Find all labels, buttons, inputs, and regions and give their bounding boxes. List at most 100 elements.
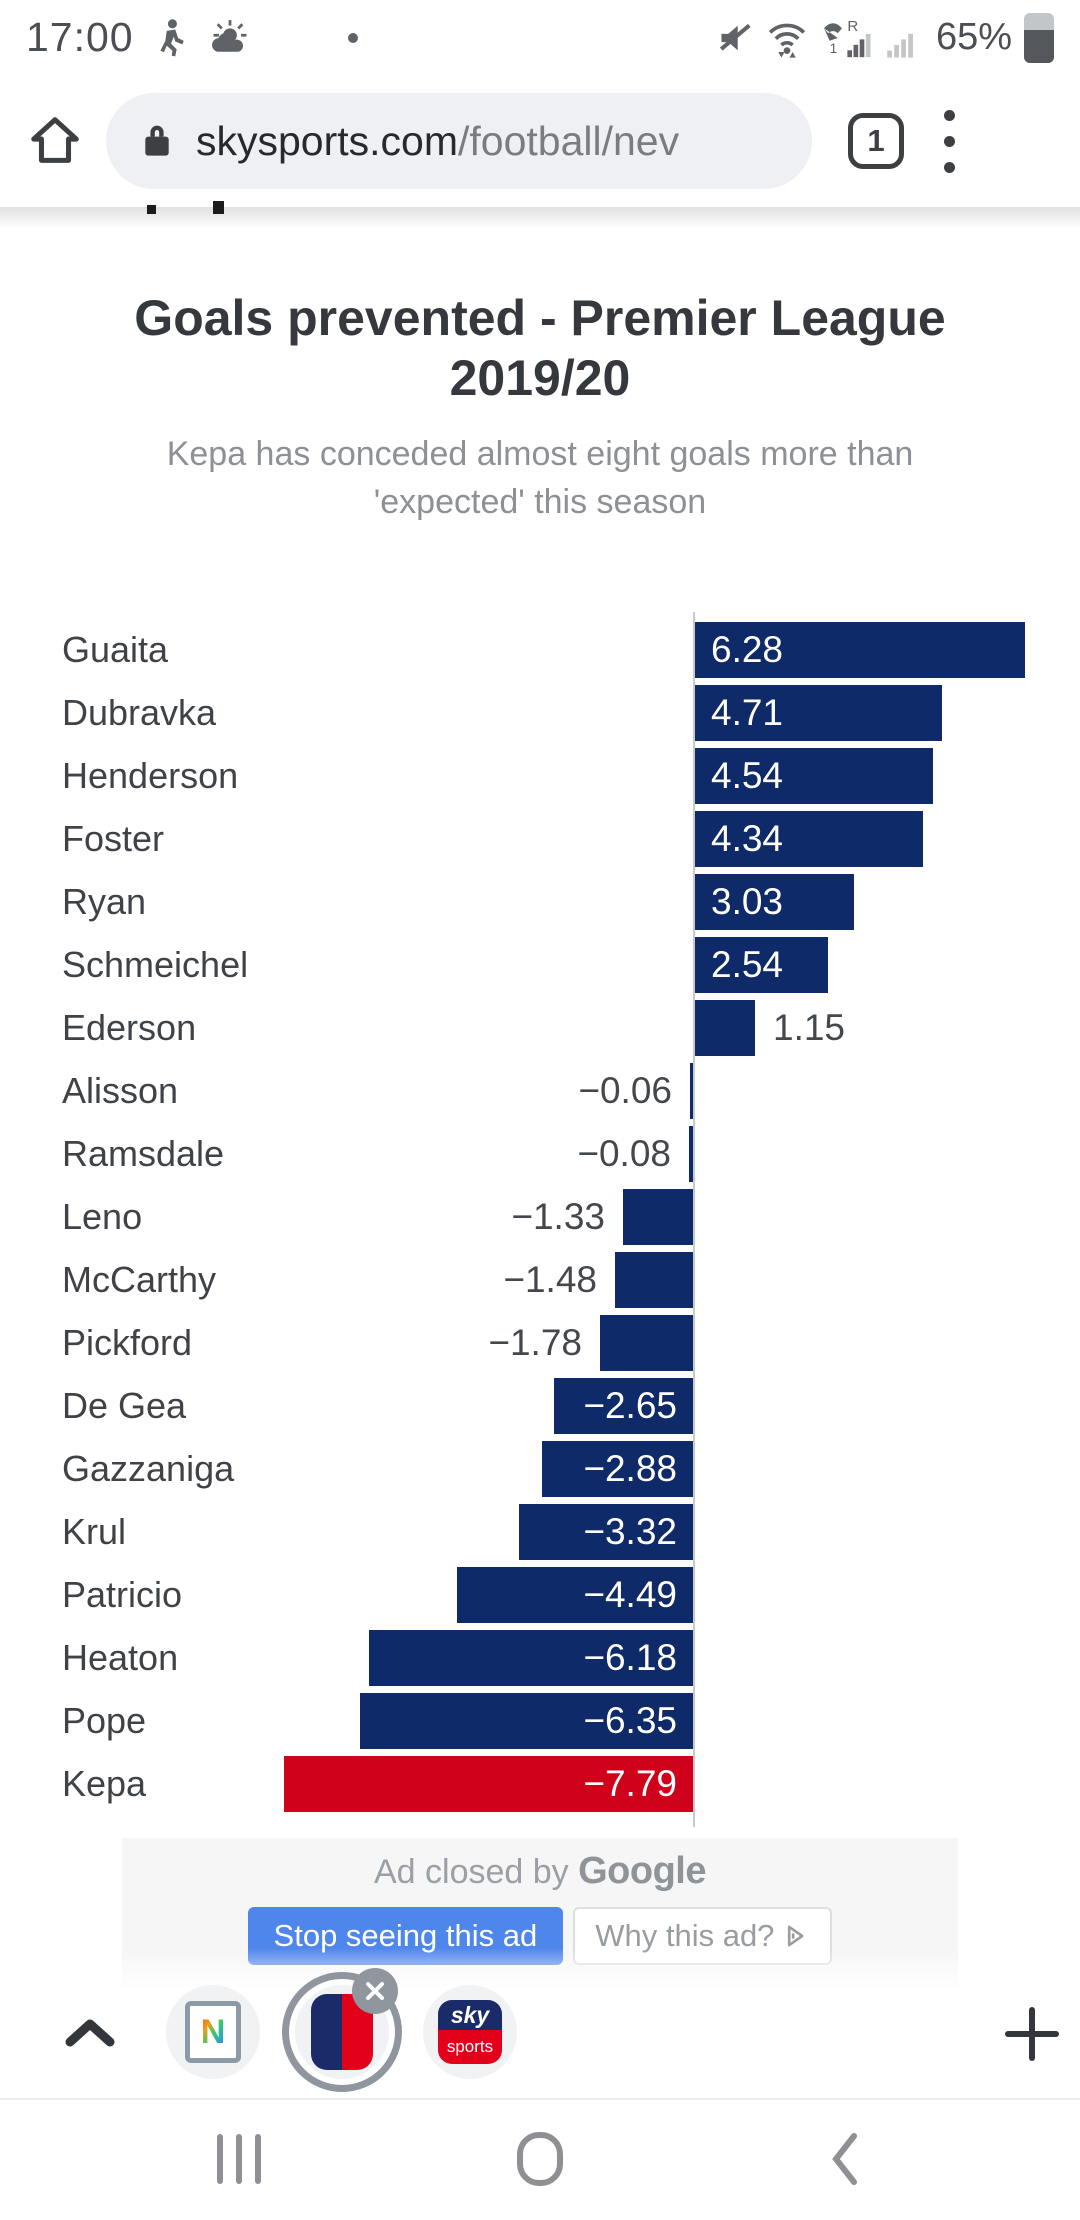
value-label: −6.35 <box>583 1700 677 1741</box>
goals-prevented-chart: Guaita 6.28 Dubravka 4.71 Henderson 4.54 Foste… <box>0 612 1080 1827</box>
category-label: Ederson <box>62 1007 197 1048</box>
walking-person-icon <box>154 18 188 58</box>
chart-row-alisson: Alisson −0.06 <box>0 1063 1080 1119</box>
close-icon <box>366 1982 384 2000</box>
value-label: 6.28 <box>711 629 784 670</box>
value-label: 3.03 <box>711 881 784 922</box>
bar <box>369 1630 693 1686</box>
sky-sports-logo: sky sports <box>438 2000 502 2064</box>
address-bar[interactable]: skysports.com/football/nev <box>106 93 812 189</box>
battery-percent: 65% <box>935 16 1012 58</box>
value-label: −0.06 <box>578 1070 672 1111</box>
category-label: De Gea <box>62 1385 187 1426</box>
chart-row-ederson: Ederson 1.15 <box>0 1000 1080 1056</box>
bar <box>695 937 828 993</box>
bar <box>554 1378 693 1434</box>
bar <box>542 1441 693 1497</box>
ad-closed-text: Ad closed by Google <box>122 1850 958 1893</box>
category-label: Alisson <box>62 1070 179 1111</box>
category-label: Ramsdale <box>62 1133 225 1174</box>
chart-row-henderson: Henderson 4.54 <box>0 748 1080 804</box>
android-nav-bar <box>0 2098 1080 2220</box>
value-label: 4.34 <box>711 818 784 859</box>
n-letter: N <box>201 2013 226 2051</box>
chart-row-guaita: Guaita 6.28 <box>0 622 1080 678</box>
selected-bubble-ring <box>282 1972 402 2092</box>
chart-row-heaton: Heaton −6.18 <box>0 1630 1080 1686</box>
category-label: Patricio <box>62 1574 183 1615</box>
bar <box>360 1693 693 1749</box>
page-title: Goals prevented - Premier League 2019/20 <box>134 290 946 406</box>
partly-cloudy-icon <box>208 18 252 58</box>
value-label: −2.88 <box>583 1448 677 1489</box>
chart-row-de-gea: De Gea −2.65 <box>0 1378 1080 1434</box>
chart-row-kepa: Kepa −7.79 <box>0 1756 1080 1812</box>
bar <box>695 748 933 804</box>
category-label: Guaita <box>62 629 169 670</box>
browser-menu-button[interactable] <box>938 104 961 179</box>
value-label: 4.54 <box>711 755 784 796</box>
chart-row-mccarthy: McCarthy −1.48 <box>0 1252 1080 1308</box>
category-label: Gazzaniga <box>62 1448 235 1489</box>
value-label: −1.33 <box>511 1196 605 1237</box>
chart-row-pope: Pope −6.35 <box>0 1693 1080 1749</box>
clock: 17:00 <box>26 14 134 60</box>
value-label: 1.15 <box>773 1007 846 1048</box>
value-label: 4.71 <box>711 692 784 733</box>
recents-button[interactable] <box>217 2134 261 2184</box>
value-label: −3.32 <box>583 1511 677 1552</box>
value-label: −1.78 <box>488 1322 582 1363</box>
value-label: −6.18 <box>583 1637 677 1678</box>
url-domain: skysports.com <box>196 117 458 164</box>
category-label: Henderson <box>62 755 239 796</box>
wifi-icon <box>768 23 806 58</box>
category-label: McCarthy <box>62 1259 217 1300</box>
bar <box>623 1189 693 1245</box>
ad-bubble-selected[interactable] <box>295 1985 389 2079</box>
roaming-label: R <box>847 18 858 35</box>
bar <box>600 1315 693 1371</box>
news-site-favicon: N <box>185 2001 241 2063</box>
browser-toolbar: skysports.com/football/nev 1 <box>0 75 1080 207</box>
chart-row-pickford: Pickford −1.78 <box>0 1315 1080 1371</box>
back-button[interactable] <box>830 2132 860 2186</box>
chart-row-dubravka: Dubravka 4.71 <box>0 685 1080 741</box>
chart-row-foster: Foster 4.34 <box>0 811 1080 867</box>
home-button[interactable] <box>26 112 84 170</box>
page-subtitle: Kepa has conceded almost eight goals mor… <box>166 435 914 522</box>
clipped-text-fragment <box>213 201 224 214</box>
bar <box>689 1126 693 1182</box>
tab-switcher-button[interactable]: 1 <box>848 113 904 169</box>
close-bubble-button[interactable] <box>352 1968 398 2014</box>
news-site-bubble[interactable]: N <box>166 1985 260 2079</box>
signal-bars-icon <box>887 33 913 58</box>
chart-row-ryan: Ryan 3.03 <box>0 874 1080 930</box>
sky-logo-top: sky <box>438 2000 502 2031</box>
value-label: −7.79 <box>583 1763 677 1804</box>
category-label: Ryan <box>62 881 147 922</box>
chart-row-patricio: Patricio −4.49 <box>0 1567 1080 1623</box>
chart-row-ramsdale: Ramsdale −0.08 <box>0 1126 1080 1182</box>
bar <box>457 1567 693 1623</box>
add-tab-icon[interactable] <box>1004 2006 1060 2062</box>
sim-number: 1 <box>830 41 838 56</box>
zero-axis-line <box>693 612 695 1827</box>
bar <box>615 1252 693 1308</box>
url-path: /football/nev <box>458 117 680 164</box>
category-label: Foster <box>62 818 165 859</box>
bubbles-toolbar <box>0 1990 1080 2098</box>
adchoices-icon <box>788 1925 804 1947</box>
google-logo: Google <box>578 1850 706 1892</box>
collapse-chevron-icon[interactable] <box>64 2018 116 2048</box>
sky-logo-bottom: sports <box>438 2030 502 2064</box>
category-label: Leno <box>62 1196 143 1237</box>
phone-signal-icon: 1R <box>824 18 871 57</box>
category-label: Heaton <box>62 1637 179 1678</box>
chart-row-leno: Leno −1.33 <box>0 1189 1080 1245</box>
bar <box>284 1756 693 1812</box>
sky-sports-bubble[interactable]: sky sports <box>423 1985 517 2079</box>
clipped-text-fragment <box>147 205 156 214</box>
home-nav-button[interactable] <box>517 2132 563 2186</box>
